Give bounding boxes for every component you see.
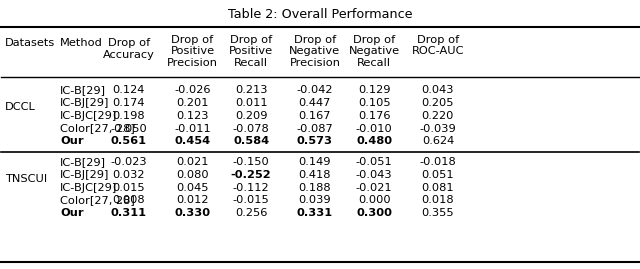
Text: 0.561: 0.561	[111, 136, 147, 146]
Text: IC-BJ[29]: IC-BJ[29]	[60, 170, 109, 180]
Text: -0.042: -0.042	[297, 85, 333, 95]
Text: Color[27, 28]: Color[27, 28]	[60, 196, 135, 206]
Text: 0.198: 0.198	[113, 111, 145, 121]
Text: DCCL: DCCL	[4, 102, 35, 112]
Text: IC-BJC[29]: IC-BJC[29]	[60, 111, 117, 121]
Text: Our: Our	[60, 136, 84, 146]
Text: IC-BJC[29]: IC-BJC[29]	[60, 183, 117, 193]
Text: -0.051: -0.051	[356, 157, 392, 167]
Text: 0.447: 0.447	[299, 98, 331, 108]
Text: -0.015: -0.015	[233, 196, 269, 206]
Text: IC-B[29]: IC-B[29]	[60, 157, 106, 167]
Text: Drop of
ROC-AUC: Drop of ROC-AUC	[412, 35, 464, 56]
Text: Drop of
Positive
Precision: Drop of Positive Precision	[167, 35, 218, 68]
Text: 0.149: 0.149	[299, 157, 331, 167]
Text: -0.050: -0.050	[111, 123, 147, 134]
Text: 0.051: 0.051	[422, 170, 454, 180]
Text: -0.043: -0.043	[356, 170, 392, 180]
Text: IC-B[29]: IC-B[29]	[60, 85, 106, 95]
Text: -0.087: -0.087	[296, 123, 333, 134]
Text: -0.252: -0.252	[231, 170, 271, 180]
Text: Drop of
Negative
Precision: Drop of Negative Precision	[289, 35, 340, 68]
Text: 0.032: 0.032	[113, 170, 145, 180]
Text: 0.008: 0.008	[113, 196, 145, 206]
Text: 0.174: 0.174	[113, 98, 145, 108]
Text: -0.023: -0.023	[111, 157, 147, 167]
Text: 0.584: 0.584	[233, 136, 269, 146]
Text: 0.418: 0.418	[299, 170, 331, 180]
Text: 0.624: 0.624	[422, 136, 454, 146]
Text: Our: Our	[60, 208, 84, 218]
Text: -0.150: -0.150	[233, 157, 269, 167]
Text: Datasets: Datasets	[4, 38, 55, 48]
Text: 0.300: 0.300	[356, 208, 392, 218]
Text: 0.000: 0.000	[358, 196, 390, 206]
Text: 0.256: 0.256	[235, 208, 268, 218]
Text: 0.209: 0.209	[235, 111, 268, 121]
Text: 0.480: 0.480	[356, 136, 392, 146]
Text: Color[27, 28]: Color[27, 28]	[60, 123, 135, 134]
Text: 0.176: 0.176	[358, 111, 390, 121]
Text: TNSCUI: TNSCUI	[4, 174, 47, 184]
Text: 0.123: 0.123	[176, 111, 209, 121]
Text: 0.105: 0.105	[358, 98, 390, 108]
Text: 0.167: 0.167	[299, 111, 331, 121]
Text: 0.355: 0.355	[422, 208, 454, 218]
Text: 0.311: 0.311	[111, 208, 147, 218]
Text: 0.213: 0.213	[235, 85, 268, 95]
Text: 0.081: 0.081	[422, 183, 454, 193]
Text: Method: Method	[60, 38, 103, 48]
Text: 0.573: 0.573	[297, 136, 333, 146]
Text: IC-BJ[29]: IC-BJ[29]	[60, 98, 109, 108]
Text: -0.026: -0.026	[174, 85, 211, 95]
Text: -0.010: -0.010	[356, 123, 392, 134]
Text: Drop of
Accuracy: Drop of Accuracy	[103, 38, 155, 60]
Text: 0.124: 0.124	[113, 85, 145, 95]
Text: 0.039: 0.039	[299, 196, 332, 206]
Text: -0.039: -0.039	[419, 123, 456, 134]
Text: Drop of
Negative
Recall: Drop of Negative Recall	[349, 35, 400, 68]
Text: -0.078: -0.078	[233, 123, 269, 134]
Text: 0.201: 0.201	[176, 98, 209, 108]
Text: 0.043: 0.043	[422, 85, 454, 95]
Text: 0.012: 0.012	[176, 196, 209, 206]
Text: 0.015: 0.015	[113, 183, 145, 193]
Text: -0.018: -0.018	[419, 157, 456, 167]
Text: Drop of
Positive
Recall: Drop of Positive Recall	[229, 35, 273, 68]
Text: 0.129: 0.129	[358, 85, 390, 95]
Text: 0.205: 0.205	[422, 98, 454, 108]
Text: -0.021: -0.021	[356, 183, 392, 193]
Text: -0.112: -0.112	[233, 183, 269, 193]
Text: Table 2: Overall Performance: Table 2: Overall Performance	[228, 8, 412, 21]
Text: 0.080: 0.080	[176, 170, 209, 180]
Text: 0.018: 0.018	[422, 196, 454, 206]
Text: 0.045: 0.045	[176, 183, 209, 193]
Text: 0.454: 0.454	[175, 136, 211, 146]
Text: 0.331: 0.331	[297, 208, 333, 218]
Text: 0.021: 0.021	[176, 157, 209, 167]
Text: 0.188: 0.188	[299, 183, 332, 193]
Text: 0.220: 0.220	[422, 111, 454, 121]
Text: 0.330: 0.330	[175, 208, 211, 218]
Text: 0.011: 0.011	[235, 98, 268, 108]
Text: -0.011: -0.011	[174, 123, 211, 134]
